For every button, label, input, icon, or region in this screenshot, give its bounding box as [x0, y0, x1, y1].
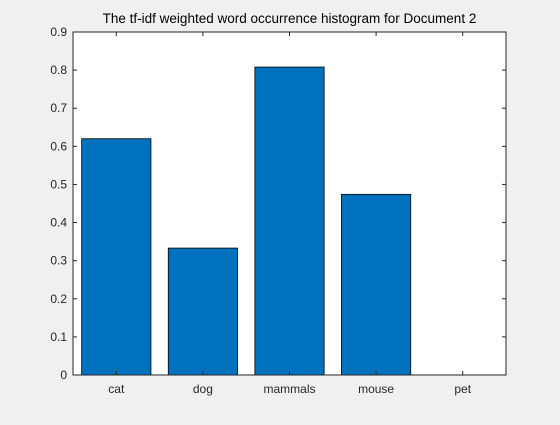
y-tick-label: 0.5: [50, 177, 67, 191]
y-axis: 0 0.1 0.2 0.3 0.4 0.5 0.6 0.7 0.8 0.9: [50, 25, 506, 382]
bars-group: [81, 66, 412, 376]
chart-title: The tf-idf weighted word occurrence hist…: [103, 11, 477, 26]
bar-dog: [167, 247, 238, 376]
bar-mouse: [341, 193, 412, 376]
y-tick-label: 0.2: [50, 292, 67, 306]
y-tick-label: 0.1: [50, 330, 67, 344]
y-tick-label: 0.9: [50, 25, 67, 39]
bar-mammals: [254, 66, 325, 376]
x-axis: cat dog mammals mouse pet: [108, 32, 472, 396]
x-tick-label: pet: [454, 382, 471, 396]
y-tick-label: 0.6: [50, 139, 67, 153]
y-tick-label: 0.8: [50, 63, 67, 77]
x-tick-label: mouse: [358, 382, 394, 396]
x-tick-label: dog: [193, 382, 213, 396]
bar-cat: [81, 138, 152, 376]
y-tick-label: 0.4: [50, 216, 67, 230]
axes-box: [72, 31, 507, 376]
x-tick-label: mammals: [263, 382, 315, 396]
y-tick-label: 0.7: [50, 101, 67, 115]
y-tick-label: 0.3: [50, 254, 67, 268]
y-tick-label: 0: [60, 368, 67, 382]
x-tick-label: cat: [108, 382, 125, 396]
